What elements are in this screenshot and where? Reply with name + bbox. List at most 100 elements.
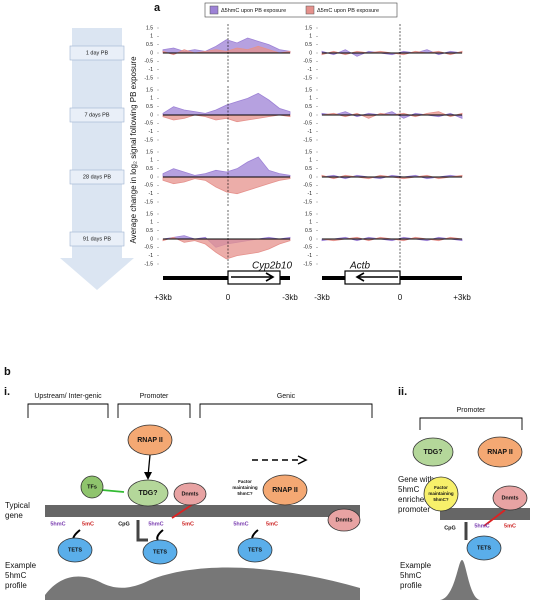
bracket: [199, 403, 373, 418]
y-tick-label: 0.5: [146, 104, 153, 110]
legend-box: [204, 2, 398, 18]
area: [162, 176, 291, 195]
y-tick-label: 0.5: [305, 42, 312, 48]
mark-label: 5hmC: [148, 521, 163, 527]
panel-label: b: [4, 366, 11, 378]
y-tick-label: -1: [149, 253, 154, 259]
timepoint-label: 91 days PB: [83, 236, 111, 242]
y-tick-label: 1: [150, 96, 153, 102]
area: [162, 114, 291, 123]
profile-label: Example: [5, 561, 37, 570]
node-label: TDG?: [138, 490, 157, 497]
gene-label: enriched: [398, 495, 429, 504]
y-tick-label: -0.5: [144, 59, 153, 65]
factor-label: 5hmC?: [237, 491, 253, 496]
profile-label: profile: [5, 581, 27, 590]
y-tick-label: -1.5: [144, 199, 153, 205]
area: [162, 236, 291, 260]
node-label: Dnmts: [335, 517, 352, 523]
region-label: Upstream/ Inter-genic: [34, 393, 102, 400]
y-tick-label: -0.5: [303, 59, 312, 65]
y-tick-label: 0.5: [305, 104, 312, 110]
legend-swatch: [305, 5, 315, 15]
rnap-node: [127, 424, 173, 456]
y-tick-label: -0.5: [303, 245, 312, 251]
y-tick-label: 1.5: [305, 211, 312, 217]
node-label: TETS: [68, 547, 82, 553]
profile-label: profile: [400, 581, 422, 590]
y-tick-label: -0.5: [144, 183, 153, 189]
gene-label: promoter: [398, 505, 430, 514]
gene-arrow: [231, 272, 275, 282]
y-tick-label: -0.5: [144, 121, 153, 127]
y-tick-label: 1: [150, 34, 153, 40]
node-label: TDG?: [423, 449, 442, 456]
x-label: +3kb: [154, 293, 172, 302]
y-tick-label: 0.5: [146, 42, 153, 48]
timepoint-box: [69, 107, 125, 123]
y-tick-label: 1.5: [305, 25, 312, 31]
mark-label: 5mC: [266, 521, 278, 527]
factor-label: Factor: [434, 485, 448, 490]
y-tick-label: 1: [150, 158, 153, 164]
legend-swatch: [209, 5, 219, 15]
region-label: Promoter: [457, 407, 486, 414]
gene-label: Gene with: [398, 475, 434, 484]
y-tick-label: -0.5: [303, 121, 312, 127]
factor-label: maintaining: [428, 491, 454, 496]
arrow: [136, 520, 148, 542]
dnmts-node: [327, 508, 361, 532]
mark-label: 5hmC: [474, 523, 489, 529]
arrow-head: [144, 472, 152, 480]
y-tick-label: 1.5: [146, 87, 153, 93]
y-tick-label: -1.5: [144, 137, 153, 143]
dnmts-node: [173, 482, 207, 506]
y-tick-label: 0: [309, 236, 312, 242]
y-tick-label: -0.5: [144, 245, 153, 251]
gene-bar: [45, 505, 360, 517]
y-tick-label: -0.5: [303, 183, 312, 189]
mark-label: CpG: [444, 525, 456, 531]
y-tick-label: -1.5: [303, 199, 312, 205]
y-tick-label: 0.5: [305, 166, 312, 172]
timeline-arrow: [60, 28, 134, 290]
rnap-node: [262, 474, 308, 506]
mark-label: 5mC: [504, 523, 516, 529]
y-tick-label: 0.5: [146, 228, 153, 234]
legend-label: Δ5hmC upon PB exposure: [221, 8, 286, 14]
node-label: RNAP II: [487, 449, 513, 456]
bracket: [419, 417, 523, 430]
y-tick-label: 1.5: [305, 149, 312, 155]
region-brackets: [27, 403, 523, 465]
y-tick-label: 1.5: [305, 87, 312, 93]
tdg-node: [127, 479, 169, 507]
timepoint-box: [69, 169, 125, 185]
subpanel-label: i.: [4, 386, 10, 398]
node-label: RNAP II: [272, 487, 298, 494]
y-tick-label: 1: [309, 96, 312, 102]
node-label: TETS: [153, 549, 167, 555]
node-label: TETS: [248, 547, 262, 553]
y-tick-label: 0: [309, 112, 312, 118]
node-label: Dnmts: [181, 491, 198, 497]
profile: [440, 560, 480, 600]
x-label: 0: [226, 293, 231, 302]
tets-node: [237, 537, 273, 563]
gene-label: Typical: [5, 501, 30, 510]
area: [162, 156, 291, 178]
timepoint-label: 28 days PB: [83, 174, 111, 180]
gene-label: 5hmC: [398, 485, 420, 494]
profile-label: 5hmC: [400, 571, 422, 580]
factor-label: Factor: [238, 479, 252, 484]
y-tick-label: -1.5: [144, 75, 153, 81]
y-tick-label: -1.5: [303, 137, 312, 143]
arrow-head: [297, 455, 308, 465]
inhibit: [171, 503, 194, 519]
profile-label: 5hmC: [5, 571, 27, 580]
region-label: Promoter: [140, 393, 169, 400]
gene-name: Actb: [349, 261, 370, 272]
timepoint-label: 7 days PB: [84, 112, 109, 118]
y-axis-label: Average change in log₂ signal following …: [129, 56, 138, 244]
region-label: Genic: [277, 393, 296, 400]
dnmts-node: [492, 485, 528, 511]
